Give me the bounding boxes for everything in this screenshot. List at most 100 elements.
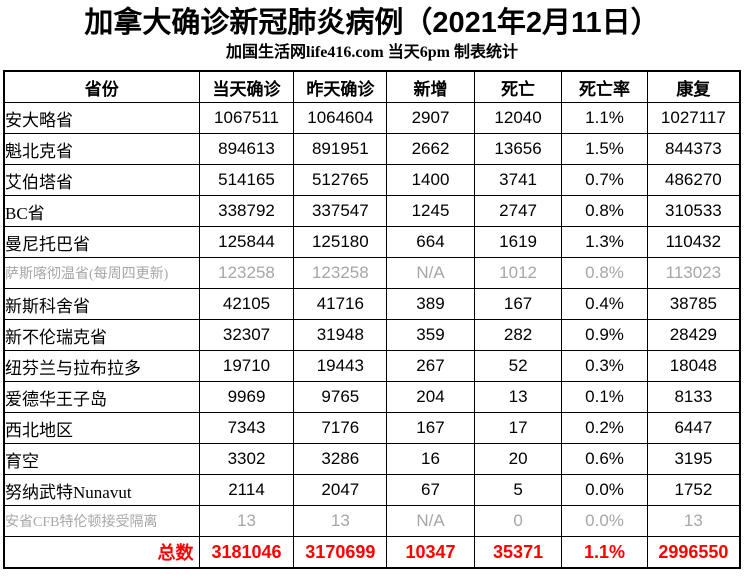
cell-value: 7176 xyxy=(293,412,388,444)
table-row: 萨斯喀彻温省(每周四更新) 123258 123258 N/A 1012 0.8% 1130… xyxy=(3,257,741,289)
column-header: 死亡 xyxy=(473,70,563,103)
cell-value: 844373 xyxy=(646,133,741,165)
covid-stats-table: 省份 当天确诊 昨天确诊 新增 死亡 死亡率 康复 安大略省 1067511 1064604 29… xyxy=(3,70,741,569)
cell-value: 2047 xyxy=(293,474,388,506)
cell-value: 0.6% xyxy=(561,443,648,475)
cell-value: 486270 xyxy=(646,164,741,196)
cell-value: 8133 xyxy=(646,381,741,413)
cell-province: 纽芬兰与拉布拉多 xyxy=(3,350,200,382)
table-row: 安大略省 1067511 1064604 2907 12040 1.1% 1027117 xyxy=(3,102,741,134)
cell-value: 38785 xyxy=(646,288,741,320)
cell-value: 13 xyxy=(473,381,563,413)
cell-value: 0.2% xyxy=(561,412,648,444)
cell-value: 2114 xyxy=(198,474,295,506)
cell-value: 310533 xyxy=(646,195,741,227)
cell-value: 359 xyxy=(386,319,475,351)
cell-province: 育空 xyxy=(3,443,200,475)
table-row: 曼尼托巴省 125844 125180 664 1619 1.3% 110432 xyxy=(3,226,741,258)
column-header: 新增 xyxy=(386,70,475,103)
column-header: 省份 xyxy=(3,70,200,103)
cell-value: 1752 xyxy=(646,474,741,506)
cell-province: 爱德华王子岛 xyxy=(3,381,200,413)
cell-value: 1067511 xyxy=(198,102,295,134)
cell-value: 125180 xyxy=(293,226,388,258)
cell-value: 1027117 xyxy=(646,102,741,134)
cell-value: 31948 xyxy=(293,319,388,351)
cell-value: 338792 xyxy=(198,195,295,227)
cell-value: 894613 xyxy=(198,133,295,165)
table-row: 艾伯塔省 514165 512765 1400 3741 0.7% 486270 xyxy=(3,164,741,196)
cell-value: 19443 xyxy=(293,350,388,382)
cell-value: 167 xyxy=(473,288,563,320)
cell-province: 西北地区 xyxy=(3,412,200,444)
cell-province: 魁北克省 xyxy=(3,133,200,165)
cell-value: 1245 xyxy=(386,195,475,227)
cell-province: 安省CFB特伦顿接受隔离 xyxy=(3,505,200,537)
cell-value: 13656 xyxy=(473,133,563,165)
cell-value: 0.7% xyxy=(561,164,648,196)
table-row: 新不伦瑞克省 32307 31948 359 282 0.9% 28429 xyxy=(3,319,741,351)
column-header: 康复 xyxy=(646,70,741,103)
column-header: 当天确诊 xyxy=(198,70,295,103)
table-row: 努纳武特Nunavut 2114 2047 67 5 0.0% 1752 xyxy=(3,474,741,506)
cell-value: 123258 xyxy=(198,257,295,289)
cell-value: 204 xyxy=(386,381,475,413)
cell-value: 7343 xyxy=(198,412,295,444)
cell-value: 1.3% xyxy=(561,226,648,258)
table-row: 育空 3302 3286 16 20 0.6% 3195 xyxy=(3,443,741,475)
cell-value: 1400 xyxy=(386,164,475,196)
table-row: 西北地区 7343 7176 167 17 0.2% 6447 xyxy=(3,412,741,444)
cell-value: 3302 xyxy=(198,443,295,475)
cell-value: 664 xyxy=(386,226,475,258)
cell-value: 5 xyxy=(473,474,563,506)
cell-value: 13 xyxy=(293,505,388,537)
cell-value: 125844 xyxy=(198,226,295,258)
cell-value: 2747 xyxy=(473,195,563,227)
cell-value: N/A xyxy=(386,505,475,537)
cell-value: 1064604 xyxy=(293,102,388,134)
cell-value: 1.1% xyxy=(561,536,648,569)
cell-province: 总数 xyxy=(3,536,200,569)
cell-value: 20 xyxy=(473,443,563,475)
cell-value: 282 xyxy=(473,319,563,351)
cell-value: 3170699 xyxy=(293,536,388,569)
cell-value: 17 xyxy=(473,412,563,444)
cell-value: 3195 xyxy=(646,443,741,475)
cell-value: 12040 xyxy=(473,102,563,134)
cell-value: 18048 xyxy=(646,350,741,382)
cell-value: 389 xyxy=(386,288,475,320)
cell-value: 1.5% xyxy=(561,133,648,165)
cell-value: 35371 xyxy=(473,536,563,569)
cell-value: 0.4% xyxy=(561,288,648,320)
column-header: 死亡率 xyxy=(561,70,648,103)
cell-value: 2907 xyxy=(386,102,475,134)
cell-value: 6447 xyxy=(646,412,741,444)
cell-value: 267 xyxy=(386,350,475,382)
table-row: 爱德华王子岛 9969 9765 204 13 0.1% 8133 xyxy=(3,381,741,413)
column-header: 昨天确诊 xyxy=(293,70,388,103)
cell-value: 2996550 xyxy=(646,536,741,569)
cell-value: N/A xyxy=(386,257,475,289)
cell-value: 1012 xyxy=(473,257,563,289)
cell-value: 9969 xyxy=(198,381,295,413)
cell-value: 13 xyxy=(646,505,741,537)
cell-value: 52 xyxy=(473,350,563,382)
cell-value: 32307 xyxy=(198,319,295,351)
cell-value: 110432 xyxy=(646,226,741,258)
cell-value: 16 xyxy=(386,443,475,475)
cell-value: 10347 xyxy=(386,536,475,569)
cell-value: 0.3% xyxy=(561,350,648,382)
cell-province: 萨斯喀彻温省(每周四更新) xyxy=(3,257,200,289)
cell-value: 0.8% xyxy=(561,257,648,289)
cell-value: 3286 xyxy=(293,443,388,475)
cell-value: 19710 xyxy=(198,350,295,382)
table-row: 安省CFB特伦顿接受隔离 13 13 N/A 0 0.0% 13 xyxy=(3,505,741,537)
cell-value: 512765 xyxy=(293,164,388,196)
cell-value: 2662 xyxy=(386,133,475,165)
cell-value: 42105 xyxy=(198,288,295,320)
cell-value: 337547 xyxy=(293,195,388,227)
cell-value: 891951 xyxy=(293,133,388,165)
table-row: 魁北克省 894613 891951 2662 13656 1.5% 844373 xyxy=(3,133,741,165)
cell-value: 0.0% xyxy=(561,505,648,537)
cell-value: 167 xyxy=(386,412,475,444)
